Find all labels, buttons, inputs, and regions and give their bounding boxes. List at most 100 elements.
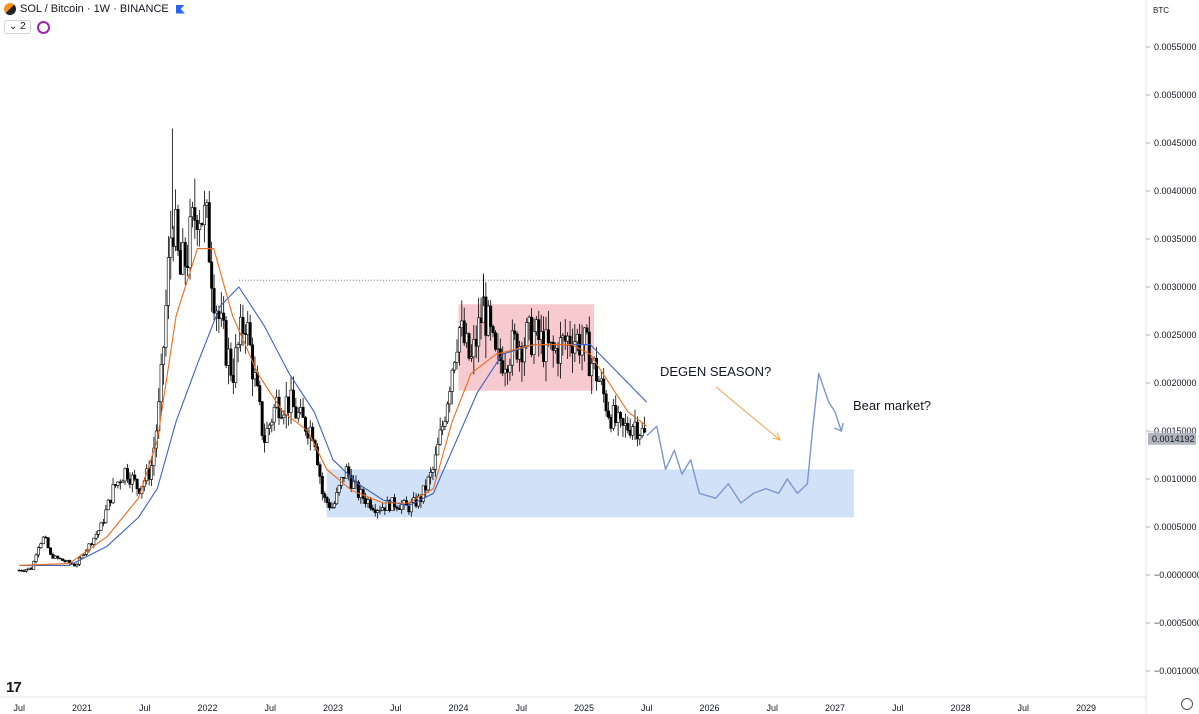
candle-body	[111, 484, 115, 504]
candle-body	[202, 204, 206, 226]
candle-body	[633, 421, 637, 428]
candle-body	[263, 435, 267, 443]
candle-body	[190, 207, 194, 218]
flag-icon[interactable]	[175, 4, 185, 14]
candle-body	[207, 202, 211, 263]
x-tick-label: Jul	[13, 703, 25, 713]
candle-body	[455, 351, 459, 363]
y-tick-label: 0.0010000	[1154, 474, 1197, 484]
candle-body	[594, 357, 598, 382]
candle-body	[501, 360, 505, 374]
candle-body	[328, 502, 332, 508]
x-tick-label: 2021	[72, 703, 92, 713]
candle-body	[65, 560, 69, 562]
candle-body	[299, 407, 303, 413]
candle-body	[450, 369, 454, 392]
annotation-degen-season: DEGEN SEASON?	[660, 364, 771, 379]
candle-body	[34, 554, 38, 562]
candle-body	[621, 418, 625, 426]
candle-body	[241, 316, 245, 334]
x-tick-label: 2024	[448, 703, 468, 713]
indicator-count-button[interactable]: ⌄ 2	[4, 20, 31, 34]
candle-body	[429, 472, 433, 478]
candle-body	[635, 421, 639, 440]
candle-body	[159, 364, 163, 403]
x-tick-label: 2028	[950, 703, 970, 713]
chart-header[interactable]: SOL / Bitcoin · 1W · BINANCE	[4, 3, 185, 15]
candle-body	[75, 564, 79, 567]
candle-body	[623, 423, 627, 426]
candle-body	[530, 316, 534, 355]
indicator-settings-icon[interactable]	[36, 20, 50, 34]
candle-body	[294, 406, 298, 419]
price-axis[interactable]: 0.0055000 0.0050000 0.0045000 0.0040000 0.00…	[1146, 42, 1199, 676]
candle-body	[525, 322, 529, 347]
candle-body	[561, 335, 565, 338]
candle-body	[383, 507, 387, 511]
candle-body	[397, 508, 401, 510]
x-tick-label: Jul	[139, 703, 151, 713]
y-tick-label: −0.0005000	[1154, 618, 1199, 628]
indicators-bar[interactable]: ⌄ 2	[4, 20, 50, 34]
candle-body	[152, 447, 156, 466]
candle-body	[544, 329, 548, 362]
candle-body	[253, 372, 257, 380]
candle-body	[133, 474, 137, 480]
candle-body	[229, 348, 233, 376]
candle-body	[527, 316, 531, 323]
candle-body	[198, 223, 202, 231]
candle-body	[29, 567, 33, 570]
x-tick-label: Jul	[892, 703, 904, 713]
x-tick-label: Jul	[766, 703, 778, 713]
candle-body	[330, 506, 334, 509]
candle-body	[443, 421, 447, 427]
candle-body	[342, 477, 346, 479]
symbol-icon	[4, 3, 16, 15]
candle-body	[289, 389, 293, 413]
candle-body	[296, 412, 300, 419]
candle-body	[448, 391, 452, 405]
symbol-title[interactable]: SOL / Bitcoin · 1W · BINANCE	[20, 3, 169, 15]
candle-body	[445, 403, 449, 423]
candle-body	[477, 317, 481, 347]
candle-body	[109, 499, 113, 504]
candle-body	[113, 484, 117, 486]
y-tick-label: 0.0045000	[1154, 138, 1197, 148]
candle-body	[212, 287, 216, 314]
last-price-box	[1148, 432, 1196, 445]
candle-body	[337, 485, 341, 493]
last-price-label: 0.0014192	[1152, 434, 1195, 444]
candle-body	[174, 209, 178, 247]
y-tick-label: 0.0040000	[1154, 186, 1197, 196]
candle-body	[89, 543, 93, 545]
candle-body	[128, 478, 132, 485]
candle-body	[248, 322, 252, 346]
time-axis[interactable]: Jul 2021 Jul 2022 Jul 2023 Jul 2024 Jul 2025 Jul 20…	[13, 703, 1096, 713]
candle-body	[597, 380, 601, 383]
x-tick-label: Jul	[1017, 703, 1029, 713]
candle-body	[243, 333, 247, 335]
currency-label[interactable]: BTC	[1153, 6, 1169, 15]
candle-body	[496, 348, 500, 350]
projection-layer	[646, 372, 844, 504]
candle-body	[361, 489, 365, 499]
candle-body	[284, 396, 288, 416]
candle-body	[395, 506, 399, 509]
candle-body	[549, 341, 553, 344]
candle-body	[162, 346, 166, 365]
candle-body	[82, 554, 86, 556]
candle-body	[609, 416, 613, 429]
tradingview-logo-icon[interactable]: 17	[6, 679, 22, 696]
candle-body	[121, 480, 125, 484]
candle-body	[99, 522, 103, 531]
gear-icon[interactable]	[1181, 698, 1193, 710]
y-tick-label: −0.0010000	[1154, 666, 1199, 676]
candle-body	[371, 507, 375, 511]
candle-body	[73, 563, 77, 567]
candle-body	[320, 476, 324, 495]
candle-body	[643, 428, 647, 433]
candle-body	[287, 396, 291, 413]
candle-body	[169, 237, 173, 258]
candle-body	[558, 337, 562, 364]
